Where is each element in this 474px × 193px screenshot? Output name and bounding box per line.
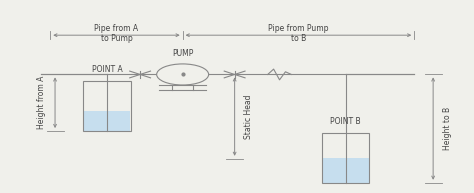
Text: Height from A: Height from A — [36, 76, 46, 130]
Text: Height to B: Height to B — [443, 107, 452, 150]
Bar — [83, 81, 131, 131]
Bar — [84, 111, 130, 131]
Bar — [322, 158, 369, 183]
Text: PUMP: PUMP — [172, 49, 193, 58]
Text: Pipe from Pump
to B: Pipe from Pump to B — [268, 24, 328, 43]
Bar — [322, 133, 369, 183]
Text: Pipe from A
to Pump: Pipe from A to Pump — [94, 24, 138, 43]
Text: POINT B: POINT B — [330, 117, 361, 126]
Text: POINT A: POINT A — [91, 65, 122, 74]
Circle shape — [156, 64, 209, 85]
Text: Static Head: Static Head — [244, 94, 253, 139]
